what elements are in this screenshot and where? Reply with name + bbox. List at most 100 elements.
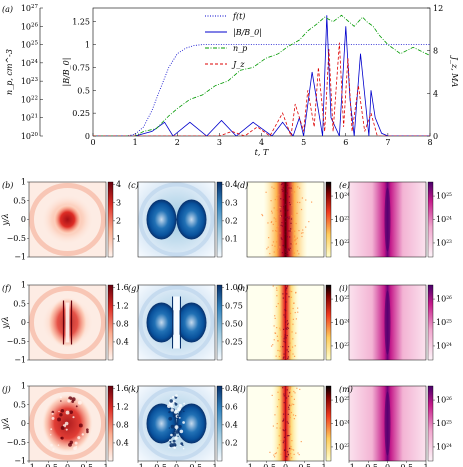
- map-speckle: [287, 422, 289, 424]
- map-speckle: [265, 191, 267, 193]
- map-speckle: [283, 328, 285, 330]
- map-speckle: [273, 339, 275, 341]
- map-speckle: [282, 357, 284, 359]
- y-axis-label: y/λ: [1, 417, 10, 430]
- map-speckle: [274, 453, 276, 455]
- map-speckle: [291, 230, 293, 232]
- map-speckle: [297, 307, 299, 309]
- map-speckle: [286, 287, 288, 289]
- map-speckle: [291, 440, 293, 442]
- colorbar-tick-label: 1025: [436, 318, 452, 327]
- map-speckle: [169, 440, 172, 443]
- map-speckle: [280, 346, 282, 348]
- map-speckle: [288, 392, 291, 394]
- colorbar-tick-label: 0.8: [116, 319, 129, 328]
- map-speckle: [287, 356, 290, 358]
- map-speckle: [279, 427, 281, 429]
- map-speckle: [286, 389, 288, 391]
- heatmap-panel-0-3: (e) 1023 1024 1025: [339, 181, 452, 258]
- map-speckle: [277, 349, 279, 352]
- x-tick-label: 2: [175, 138, 180, 147]
- map-speckle: [81, 433, 85, 436]
- map-speckle: [289, 312, 292, 315]
- map-speckle: [281, 354, 283, 356]
- x-tick-label: 0.5: [189, 463, 202, 467]
- map-speckle: [285, 337, 287, 339]
- map-speckle: [286, 285, 289, 287]
- map-speckle: [281, 225, 284, 227]
- x-tick-label: 1: [321, 463, 326, 467]
- map-speckle: [296, 212, 298, 214]
- colorbar-tick-label: 0.75: [225, 301, 243, 310]
- map-speckle: [285, 193, 288, 195]
- map-speckle: [261, 213, 263, 216]
- map-speckle: [294, 392, 296, 394]
- map-speckle: [272, 223, 274, 226]
- panel-label: (k): [128, 385, 139, 394]
- colorbar-tick-label: 1.6: [116, 384, 129, 393]
- heatmap-panel-1-0: (f) 0.4 0.8 1.2 1.6 −1 −0.5 0 0.5 1 y/λ: [1, 281, 129, 365]
- map-speckle: [279, 215, 282, 218]
- y-tick-label: 1: [21, 178, 26, 187]
- map-speckle: [168, 439, 171, 442]
- map-speckle: [285, 455, 287, 458]
- y-tick-outer-label: 1021: [21, 114, 38, 123]
- map-speckle: [285, 192, 287, 194]
- map-speckle: [268, 237, 270, 239]
- map-lobe: [176, 302, 207, 343]
- map-speckle: [271, 186, 273, 188]
- map-speckle: [298, 229, 300, 232]
- map-speckle: [298, 453, 300, 456]
- map-speckle: [284, 217, 287, 219]
- map-lobe: [146, 199, 177, 240]
- map-speckle: [290, 222, 292, 224]
- map-speckle: [283, 449, 286, 451]
- colorbar-tick-label: 0.8: [225, 384, 238, 393]
- map-speckle: [279, 350, 281, 352]
- map-speckle: [300, 208, 303, 211]
- map-speckle: [291, 183, 294, 185]
- map-speckle: [276, 335, 278, 337]
- map-speckle: [69, 410, 74, 415]
- map-speckle: [292, 449, 295, 451]
- colorbar: [325, 181, 332, 258]
- colorbar-tick-label: 0.50: [225, 319, 243, 328]
- map-speckle: [283, 205, 285, 208]
- map-speckle: [78, 423, 83, 428]
- map-speckle: [276, 406, 279, 408]
- map-speckle: [280, 198, 282, 200]
- map-speckle: [281, 183, 283, 186]
- map-speckle: [291, 346, 294, 348]
- map-speckle: [279, 247, 281, 249]
- map-speckle: [300, 232, 303, 234]
- map-speckle: [292, 307, 294, 310]
- map-speckle: [169, 445, 172, 447]
- map-speckle: [284, 204, 286, 206]
- y-tick-outer-label: 1027: [21, 4, 39, 13]
- map-speckle: [296, 250, 299, 252]
- map-speckle: [284, 316, 286, 318]
- map-speckle: [285, 310, 287, 312]
- map-speckle: [277, 199, 279, 201]
- map-speckle: [276, 241, 278, 243]
- map-speckle: [168, 411, 171, 414]
- map-speckle: [291, 192, 293, 194]
- map-speckle: [297, 311, 299, 313]
- map-speckle: [295, 332, 297, 334]
- y-tick-outer-label: 1023: [21, 77, 39, 86]
- map-speckle: [305, 199, 307, 201]
- map-speckle: [288, 447, 291, 450]
- map-speckle: [173, 446, 176, 449]
- map-speckle: [287, 209, 289, 211]
- map-speckle: [266, 248, 268, 250]
- panel-label: (h): [237, 284, 248, 293]
- panel-label: (l): [237, 385, 246, 394]
- map-speckle: [282, 183, 284, 185]
- map-speckle: [285, 327, 287, 330]
- y-tick-label: 0: [21, 318, 26, 327]
- map-speckle: [291, 395, 293, 398]
- colorbar-tick-label: 1.00: [225, 283, 243, 292]
- panel-label: (c): [128, 181, 139, 190]
- map-speckle: [297, 452, 299, 454]
- y-tick-outer-label: 1024: [21, 59, 39, 68]
